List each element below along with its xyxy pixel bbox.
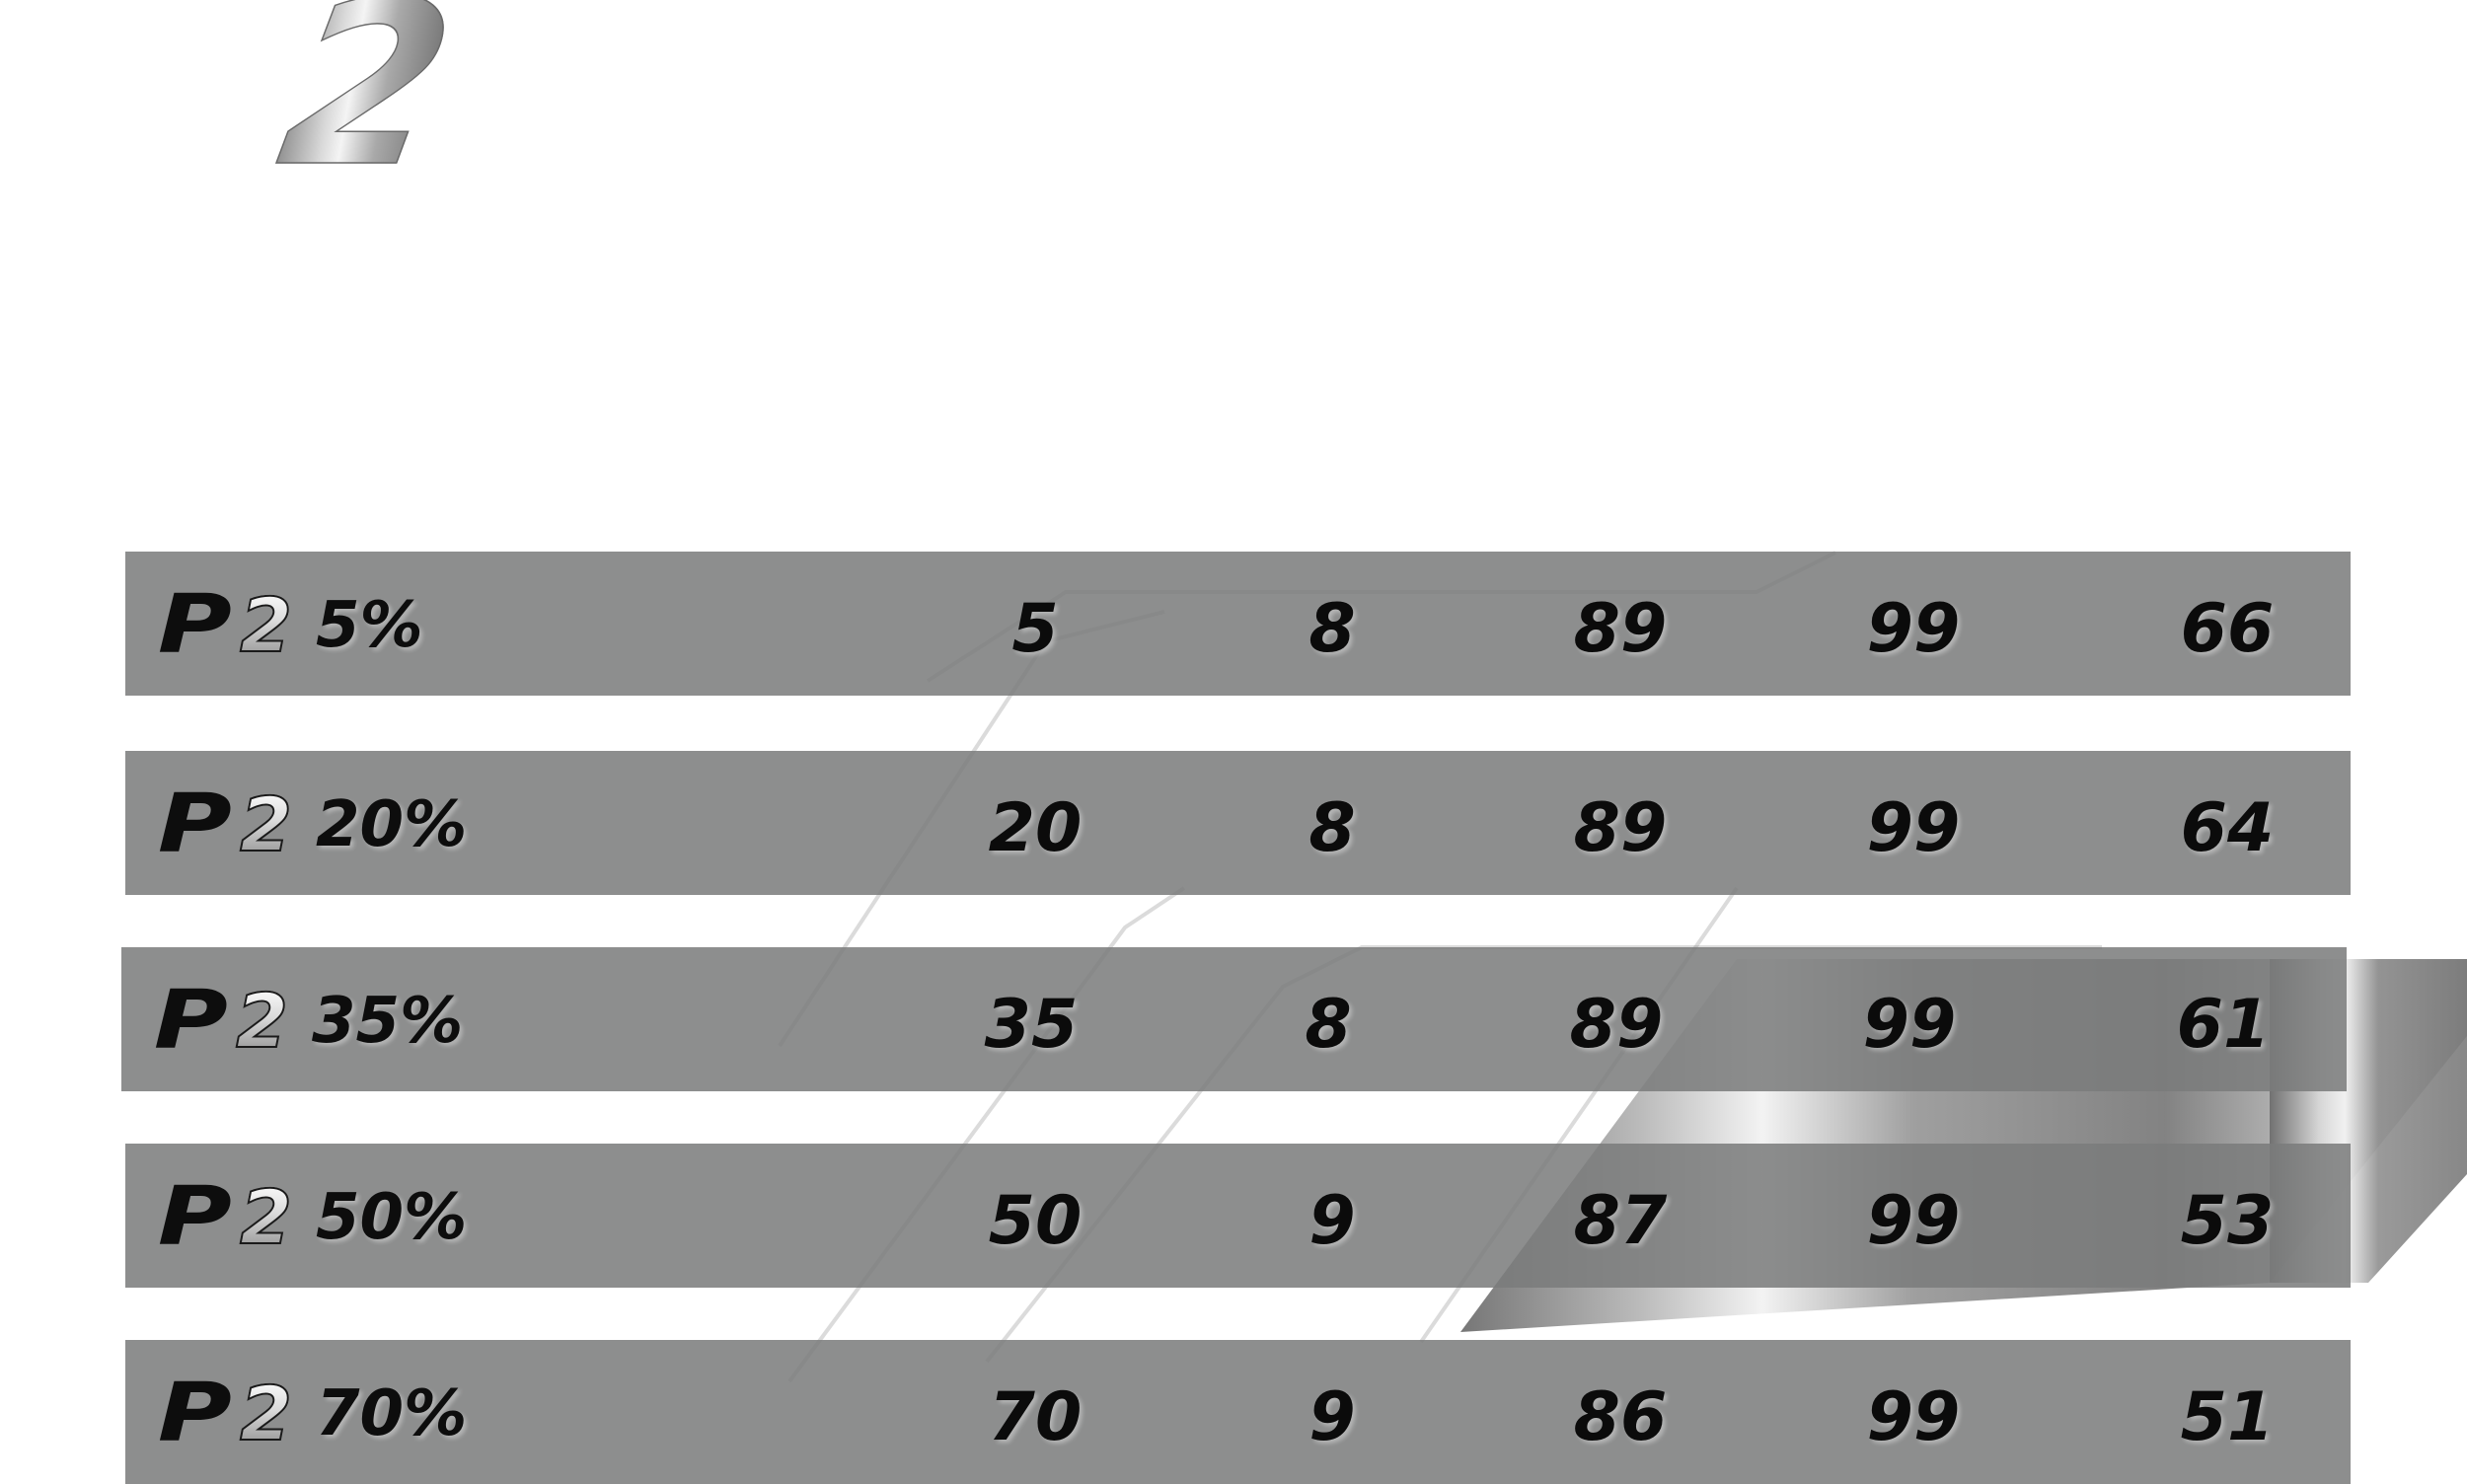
table-cell: 86 [1573,1378,1668,1456]
table-cell: 64 [2180,789,2275,867]
row-label: P 2 20% [155,780,467,869]
row-percent: 20% [316,788,468,861]
table-cell: 66 [2180,590,2275,668]
table-row: P 2 50% 50 9 87 99 53 [125,1144,2351,1288]
table-cell: 70 [988,1378,1083,1456]
row-percent: 70% [316,1377,468,1450]
table-row: P 2 20% 20 8 89 99 64 [125,751,2351,895]
table-cell: 87 [1573,1182,1668,1260]
table-cell: 9 [1308,1378,1356,1456]
table-cell: 99 [1866,1378,1961,1456]
logo-p: P [157,1367,232,1460]
row-percent: 5% [316,589,423,662]
table-cell: 8 [1305,986,1352,1064]
table-cell: 99 [1866,789,1961,867]
table-cell: 51 [2180,1378,2275,1456]
table-row: P 2 70% 70 9 86 99 51 [125,1340,2351,1484]
row-label: P 2 5% [155,581,423,670]
row-percent: 50% [316,1181,468,1254]
table-cell: 99 [1866,590,1961,668]
table-row: P 2 5% 5 8 89 99 66 [125,552,2351,696]
table-cell: 5 [1011,590,1059,668]
table-cell: 89 [1573,590,1668,668]
logo-p: P [157,1170,232,1264]
table-row: P 2 35% 35 8 89 99 61 [121,947,2347,1091]
logo-p: P [157,578,232,672]
table-cell: 8 [1308,590,1356,668]
table-cell: 99 [1862,986,1957,1064]
logo-2: 2 [239,581,293,669]
logo-2: 2 [239,1173,293,1261]
logo-2: 2 [239,1370,293,1457]
table-cell: 20 [988,789,1083,867]
table-cell: 9 [1308,1182,1356,1260]
logo-2: 2 [235,977,289,1065]
table-cell: 35 [984,986,1079,1064]
row-label: P 2 50% [155,1173,467,1262]
table-cell: 8 [1308,789,1356,867]
logo-p: P [157,778,232,871]
row-label: P 2 35% [151,977,463,1066]
table-cell: 89 [1569,986,1664,1064]
table-cell: 53 [2180,1182,2275,1260]
table-cell: 61 [2176,986,2271,1064]
logo-2: 2 [239,780,293,868]
table-cell: 99 [1866,1182,1961,1260]
row-label: P 2 70% [155,1370,467,1458]
row-percent: 35% [312,985,464,1058]
table-cell: 50 [988,1182,1083,1260]
logo-p: P [153,974,228,1068]
table-cell: 89 [1573,789,1668,867]
